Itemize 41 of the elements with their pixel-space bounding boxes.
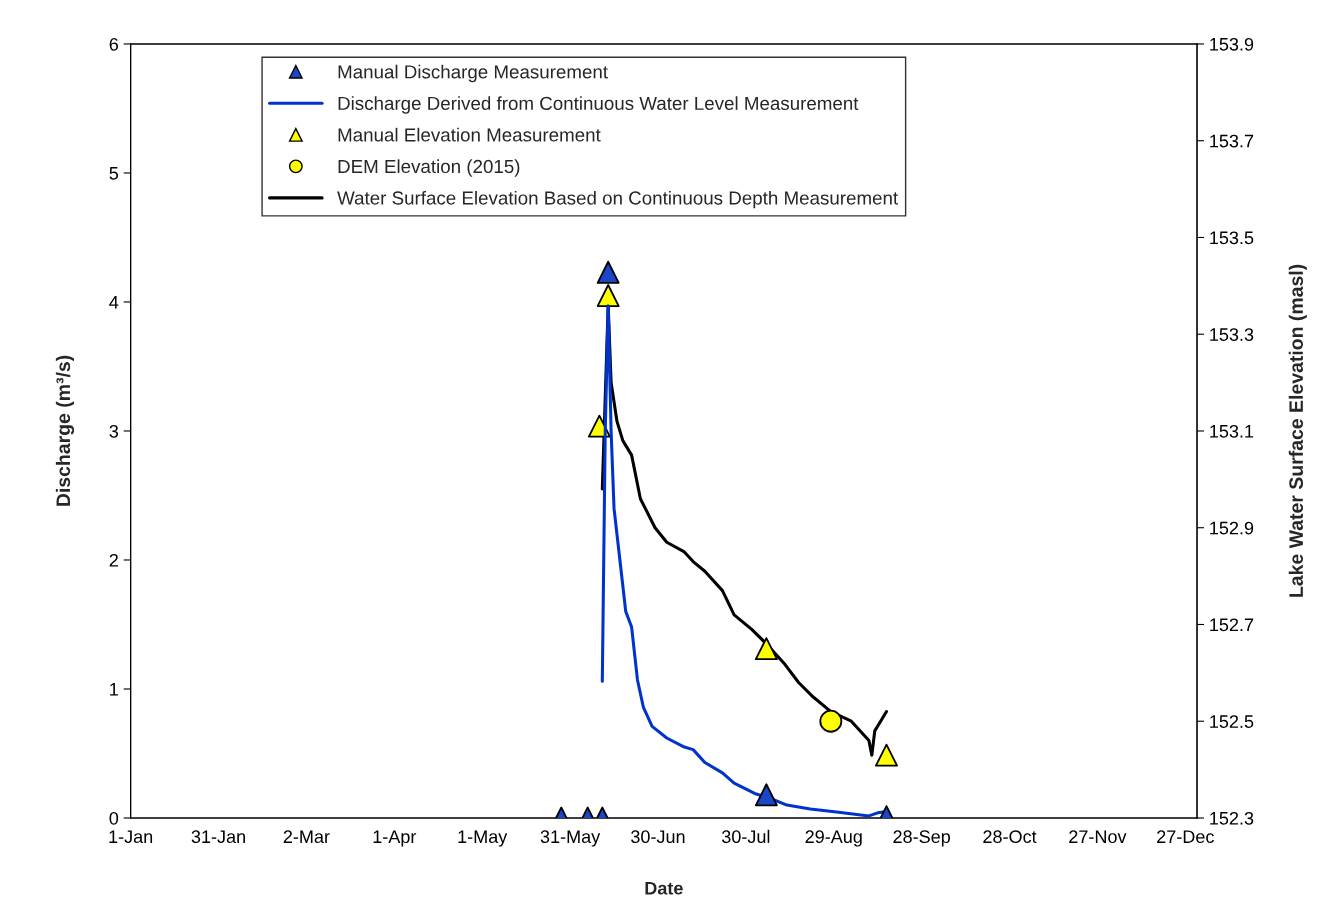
x-tick-label: 1-May xyxy=(458,830,508,847)
y2-tick-label: 153.1 xyxy=(1210,424,1254,438)
x-tick-label: 28-Sep xyxy=(893,830,950,847)
y-tick-label: 3 xyxy=(109,424,119,438)
x-tick-label: 28-Oct xyxy=(983,830,1037,844)
point xyxy=(596,284,620,307)
legend-label: DEM Elevation (2015) xyxy=(338,159,520,177)
x-axis-title: Date xyxy=(645,882,683,895)
y2-tick-label: 152.7 xyxy=(1210,618,1254,632)
x-tick-label: 30-Jun xyxy=(631,830,685,844)
x-tick-label: 31-May xyxy=(540,830,601,847)
x-tick-label: 1-Apr xyxy=(373,830,417,847)
y2-tick-label: 152.9 xyxy=(1210,521,1254,535)
x-tick-label: 27-Nov xyxy=(1069,830,1127,844)
y-tick-label: 5 xyxy=(109,167,119,180)
point xyxy=(875,743,898,767)
legend-label: Manual Discharge Measurement xyxy=(338,64,608,83)
x-tick-label: 1-Jan xyxy=(109,830,153,844)
point xyxy=(819,709,843,733)
legend-label: Discharge Derived from Continuous Water Level Measurement xyxy=(338,96,859,114)
x-tick-label: 31-Jan xyxy=(191,830,245,844)
y-tick-label: 0 xyxy=(109,811,119,825)
x-tick-label: 29-Aug xyxy=(805,830,862,847)
y-tick-label: 4 xyxy=(109,296,119,309)
legend-label: Water Surface Elevation Based on Continuous Depth Measurement xyxy=(337,190,899,209)
y2-axis-title: Lake Water Surface Elevation (masl) xyxy=(1288,264,1307,597)
x-tick-label: 2-Mar xyxy=(283,830,330,844)
y2-tick-label: 153.3 xyxy=(1210,328,1254,341)
x-tick-label: 30-Jul xyxy=(721,829,770,844)
y2-tick-label: 153.5 xyxy=(1210,231,1254,245)
y2-tick-label: 153.7 xyxy=(1210,134,1254,148)
y-tick-label: 6 xyxy=(109,37,119,51)
y-tick-label: 1 xyxy=(110,683,118,696)
y-axis-title: Discharge (m³/s) xyxy=(55,355,75,506)
y-tick-label: 2 xyxy=(109,553,118,567)
y2-tick-label: 152.5 xyxy=(1210,715,1254,728)
y2-tick-label: 153.9 xyxy=(1210,37,1254,51)
point xyxy=(754,637,778,661)
x-tick-label: 27-Dec xyxy=(1157,830,1214,844)
legend-label: Manual Elevation Measurement xyxy=(338,127,601,142)
y2-tick-label: 152.3 xyxy=(1210,811,1254,825)
